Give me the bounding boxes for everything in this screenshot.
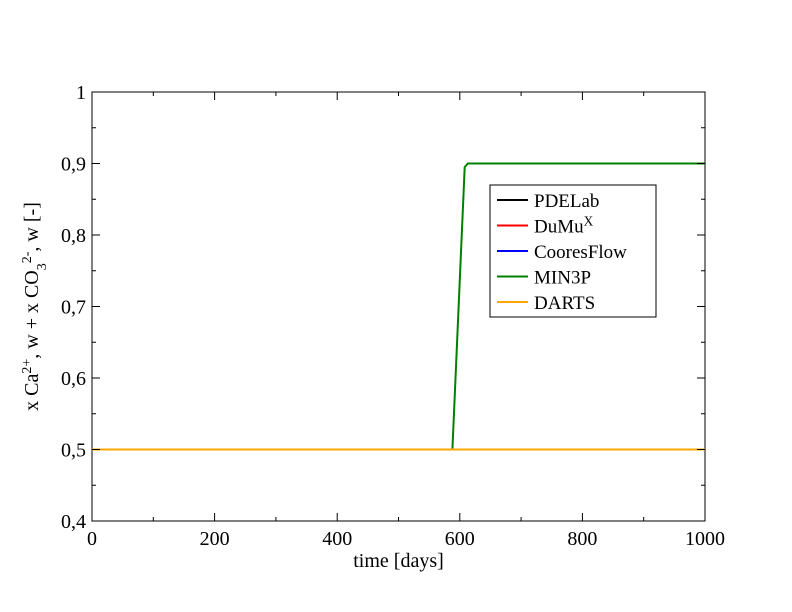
x-tick-label: 1000: [685, 528, 725, 550]
text-part: 3: [35, 263, 50, 270]
y-tick-label: 0,4: [61, 511, 86, 533]
text-part: MIN3P: [534, 268, 591, 289]
x-tick-label: 400: [322, 528, 352, 550]
text-part: X: [584, 213, 594, 228]
y-tick-label: 0,8: [61, 225, 86, 247]
y-tick-label: 0,7: [61, 297, 86, 319]
text-part: x Ca: [21, 374, 43, 411]
x-tick-label: 600: [445, 528, 475, 550]
y-tick-label: 0,9: [61, 154, 86, 176]
y-axis-label: x Ca2+, w + x CO32-, w [-]: [20, 202, 50, 411]
text-part: PDELab: [534, 191, 599, 212]
y-tick-label: 1: [76, 82, 86, 104]
x-tick-label: 800: [567, 528, 597, 550]
legend-label: DARTS: [534, 293, 595, 314]
text-part: DARTS: [534, 293, 595, 314]
x-axis-label: time [days]: [353, 550, 444, 572]
text-part: 2+: [20, 359, 35, 374]
text-part: 2-: [20, 251, 35, 263]
x-tick-label: 200: [200, 528, 230, 550]
text-part: CooresFlow: [534, 242, 627, 263]
legend-label: PDELab: [534, 191, 599, 212]
text-part: , w [-]: [21, 202, 43, 251]
x-tick-label: 0: [87, 528, 97, 550]
series-layer: [92, 162, 705, 451]
text-part: DuMu: [534, 217, 584, 238]
y-tick-label: 0,6: [61, 368, 86, 390]
y-tick-label: 0,5: [61, 440, 86, 462]
legend-label: CooresFlow: [534, 242, 627, 263]
text-part: , w + x CO: [21, 270, 43, 359]
legend-label: DuMuX: [534, 213, 594, 238]
legend-label: MIN3P: [534, 268, 591, 289]
tick-layer: 0 200 400 600 800 1000 0,4 0,5 0,6 0,7 0,8 0,9 1: [61, 82, 725, 550]
